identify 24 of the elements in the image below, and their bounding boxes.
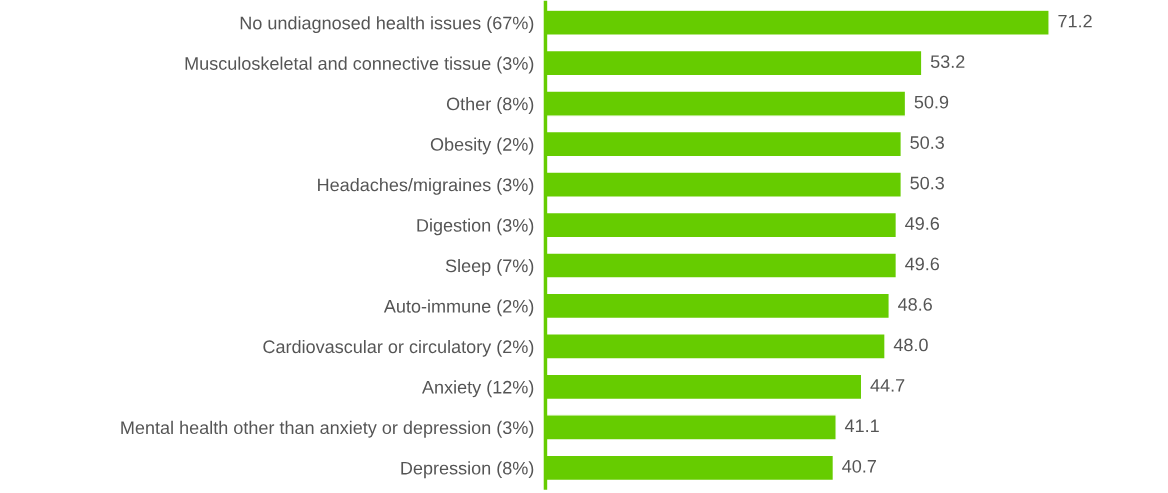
data-label: 71.2 [1058, 14, 1092, 28]
data-label: 53.2 [930, 55, 965, 69]
data-label: 50.3 [910, 176, 944, 190]
data-label: 49.6 [905, 257, 940, 271]
y-tick-label: Auto-immune (2%) [383, 299, 534, 317]
data-label: 40.7 [842, 459, 876, 473]
data-label: 48.6 [898, 298, 932, 311]
data-label: 49.6 [905, 217, 940, 230]
y-tick-label: Mental health other than anxiety or depression (3%) [121, 420, 534, 438]
y-tick-label: Anxiety (12%) [422, 380, 534, 398]
y-tick-label: Cardiovascular or circulatory (2%) [263, 339, 534, 357]
y-tick-label: Headaches/migraines (3%) [318, 178, 534, 195]
data-label: 48.0 [893, 338, 928, 352]
y-tick-label: No undiagnosed health issues (67%) [240, 16, 534, 33]
y-tick-label: Other (8%) [446, 97, 534, 114]
y-tick-label: Sleep (7%) [445, 258, 534, 276]
data-label: 50.9 [914, 95, 949, 109]
y-tick-label: Depression (8%) [401, 461, 534, 479]
y-tick-label: Obesity (2%) [430, 137, 534, 155]
data-label: 50.3 [910, 136, 944, 149]
y-tick-label: Digestion (3%) [417, 218, 534, 236]
y-tick-label: Musculoskeletal and connective tissue (3%) [185, 56, 534, 74]
data-label: 41.1 [844, 419, 879, 433]
data-label: 44.7 [870, 379, 905, 392]
